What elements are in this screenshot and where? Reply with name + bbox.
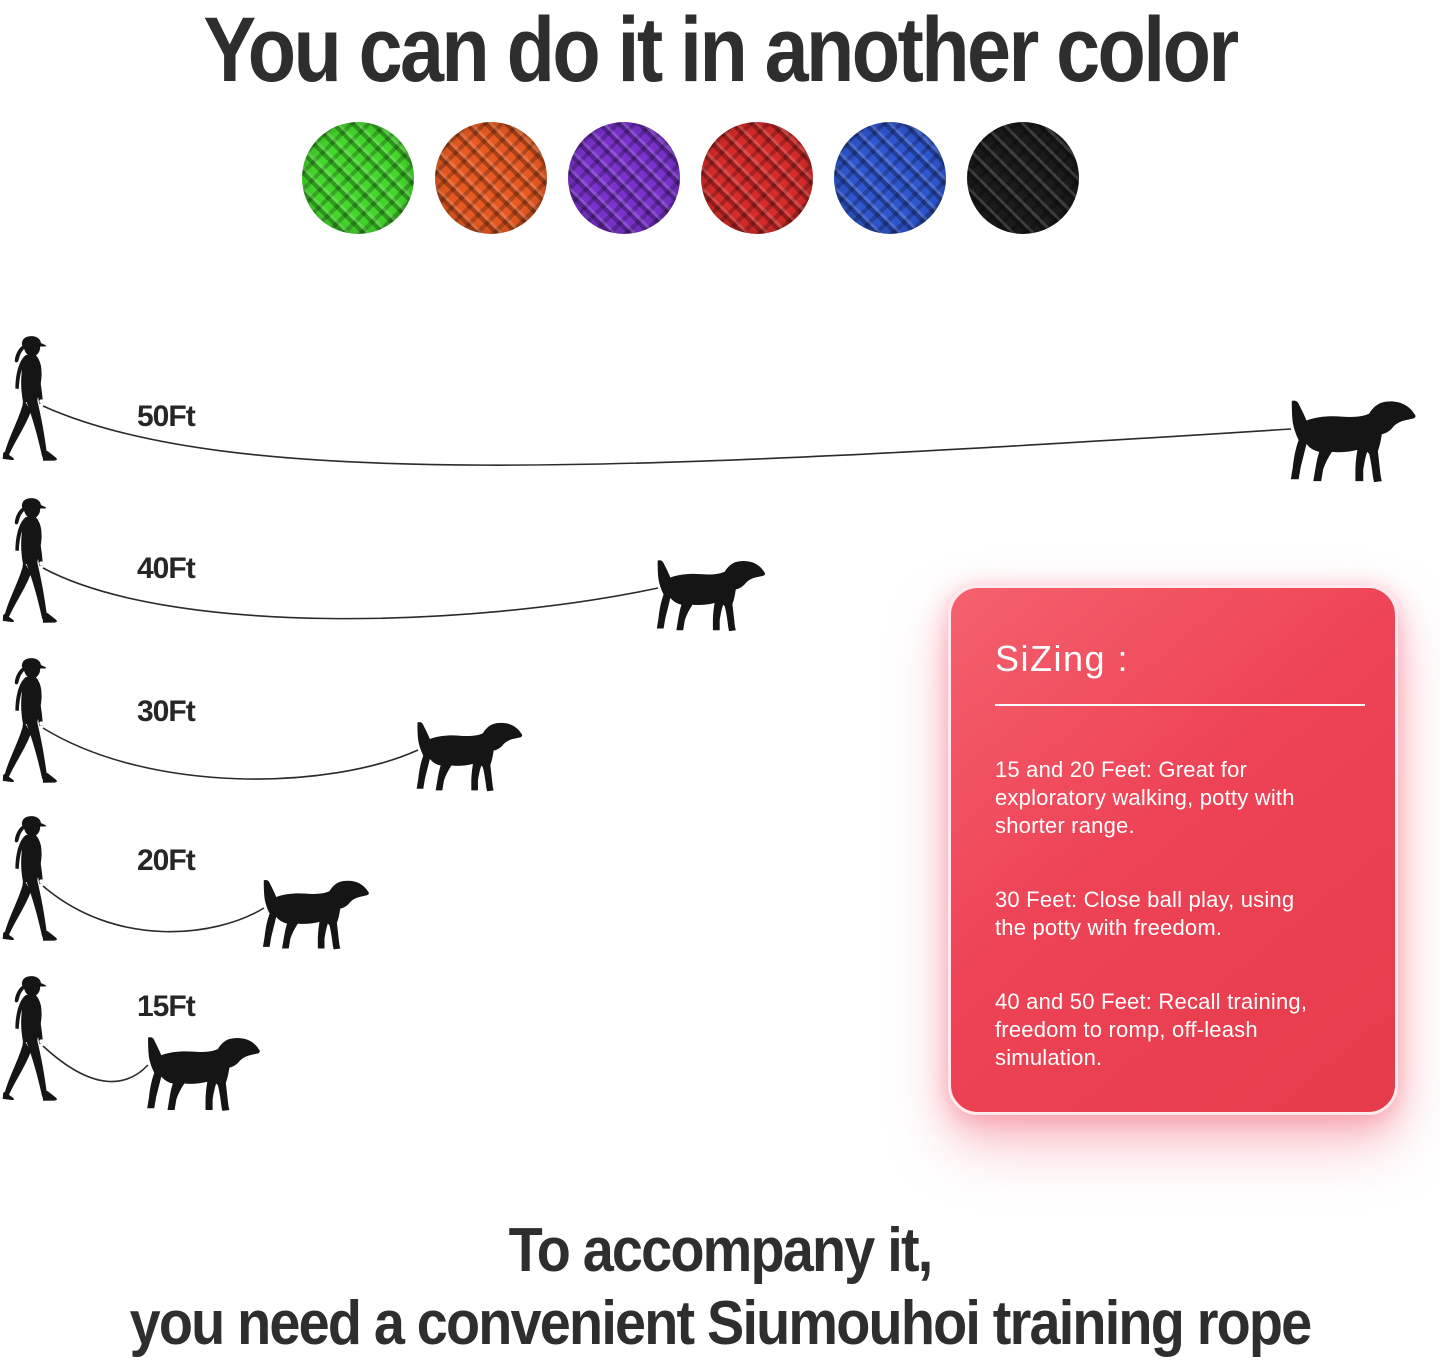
footer-tagline: To accompany it, you need a convenient S…	[72, 1214, 1368, 1360]
dog-silhouette-30ft	[416, 722, 523, 792]
leash-40ft	[42, 567, 659, 620]
color-swatch-row	[302, 122, 1079, 234]
leash-length-label-20ft: 20Ft	[137, 844, 196, 877]
dog-silhouette-50ft	[1290, 400, 1416, 483]
leash-length-label-40ft: 40Ft	[137, 552, 196, 585]
footer-line-2: you need a convenient Siumouhoi training…	[129, 1289, 1313, 1359]
footer-line-1: To accompany it,	[508, 1216, 934, 1285]
dog-silhouette-20ft	[262, 880, 369, 950]
sizing-item-30ft: 30 Feet: Close ball play, using the pott…	[995, 887, 1295, 940]
sizing-card: SiZing : 15 and 20 Feet: Great for explo…	[948, 585, 1398, 1115]
swatch-green	[302, 122, 414, 234]
leash-20ft	[42, 885, 265, 933]
sizing-item-15-20ft: 15 and 20 Feet: Great for exploratory wa…	[995, 757, 1295, 838]
sizing-item-40-50ft: 40 and 50 Feet: Recall training, freedom…	[995, 989, 1308, 1070]
walker-silhouette-40ft	[2, 498, 57, 623]
leash-length-label-30ft: 30Ft	[137, 695, 196, 728]
walker-silhouette-50ft	[2, 336, 57, 461]
leash-30ft	[42, 727, 419, 780]
swatch-orange	[435, 122, 547, 234]
sizing-card-heading: SiZing :	[995, 638, 1130, 679]
dog-silhouette-15ft	[147, 1037, 260, 1111]
leash-50ft	[42, 405, 1292, 466]
swatch-black	[967, 122, 1079, 234]
leash-length-label-50ft: 50Ft	[137, 400, 196, 433]
walker-silhouette-20ft	[2, 816, 57, 941]
page-title: You can do it in another color	[203, 0, 1239, 101]
sizing-card-divider	[995, 704, 1365, 706]
dog-silhouette-40ft	[656, 560, 766, 632]
swatch-blue	[834, 122, 946, 234]
walker-silhouette-15ft	[2, 976, 57, 1101]
leash-length-label-15ft: 15Ft	[137, 990, 196, 1023]
swatch-purple	[568, 122, 680, 234]
swatch-red	[701, 122, 813, 234]
walker-silhouette-30ft	[2, 658, 57, 783]
